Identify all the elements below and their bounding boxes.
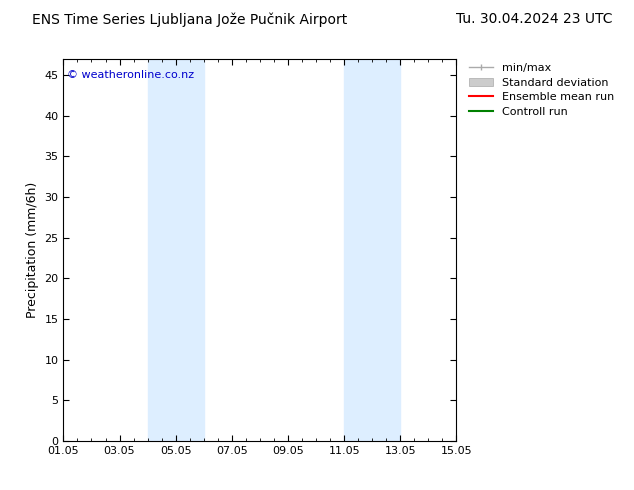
Y-axis label: Precipitation (mm/6h): Precipitation (mm/6h) [26, 182, 39, 318]
Bar [372, 59, 400, 441]
Text: ENS Time Series Ljubljana Jože Pučnik Airport: ENS Time Series Ljubljana Jože Pučnik Ai… [32, 12, 347, 27]
Bar [176, 59, 204, 441]
Text: Tu. 30.04.2024 23 UTC: Tu. 30.04.2024 23 UTC [456, 12, 613, 26]
Text: © weatheronline.co.nz: © weatheronline.co.nz [67, 70, 195, 80]
Bar [344, 59, 372, 441]
Bar [148, 59, 176, 441]
Legend: min/max, Standard deviation, Ensemble mean run, Controll run: min/max, Standard deviation, Ensemble me… [464, 59, 619, 121]
